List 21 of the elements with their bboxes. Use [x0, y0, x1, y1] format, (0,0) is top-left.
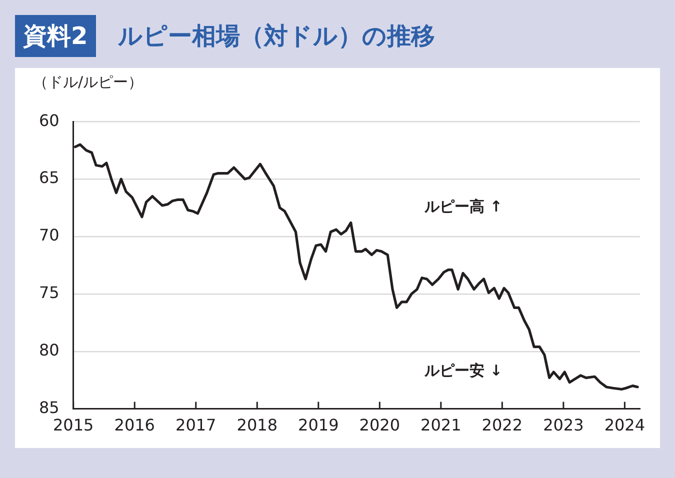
- chart-title: ルピー相場（対ドル）の推移: [118, 21, 435, 52]
- annotation: ルピー高 ↑: [424, 198, 502, 216]
- x-tick-label: 2016: [114, 416, 155, 435]
- x-tick-label: 2019: [298, 416, 339, 435]
- annotation: ルピー安 ↓: [424, 361, 502, 380]
- text: 資料2: [15, 15, 96, 57]
- y-tick-label: 70: [39, 226, 60, 245]
- y-tick-label: 85: [39, 398, 60, 417]
- x-tick-label: 2024: [604, 416, 646, 435]
- x-tick-label: 2015: [53, 416, 94, 435]
- x-tick-label: 2020: [359, 416, 400, 435]
- x-tick-label: 2022: [482, 416, 523, 435]
- y-axis-title: （ドル/ルピー）: [33, 73, 144, 92]
- y-tick-label: 80: [39, 340, 60, 360]
- x-tick-label: 2018: [236, 416, 278, 435]
- y-tick-label: 75: [39, 283, 60, 302]
- x-tick-label: 2021: [420, 416, 462, 435]
- x-tick-label: 2017: [176, 416, 216, 435]
- y-tick-label: 65: [39, 168, 60, 188]
- x-tick-label: 2023: [543, 416, 584, 435]
- y-tick-label: 60: [39, 110, 60, 130]
